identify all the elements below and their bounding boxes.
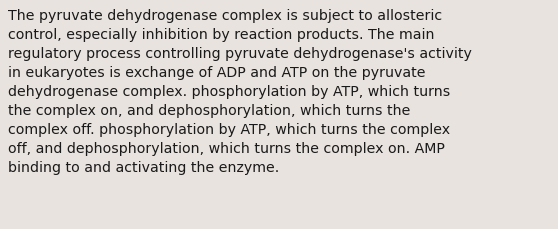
Text: The pyruvate dehydrogenase complex is subject to allosteric
control, especially : The pyruvate dehydrogenase complex is su… — [8, 9, 472, 174]
